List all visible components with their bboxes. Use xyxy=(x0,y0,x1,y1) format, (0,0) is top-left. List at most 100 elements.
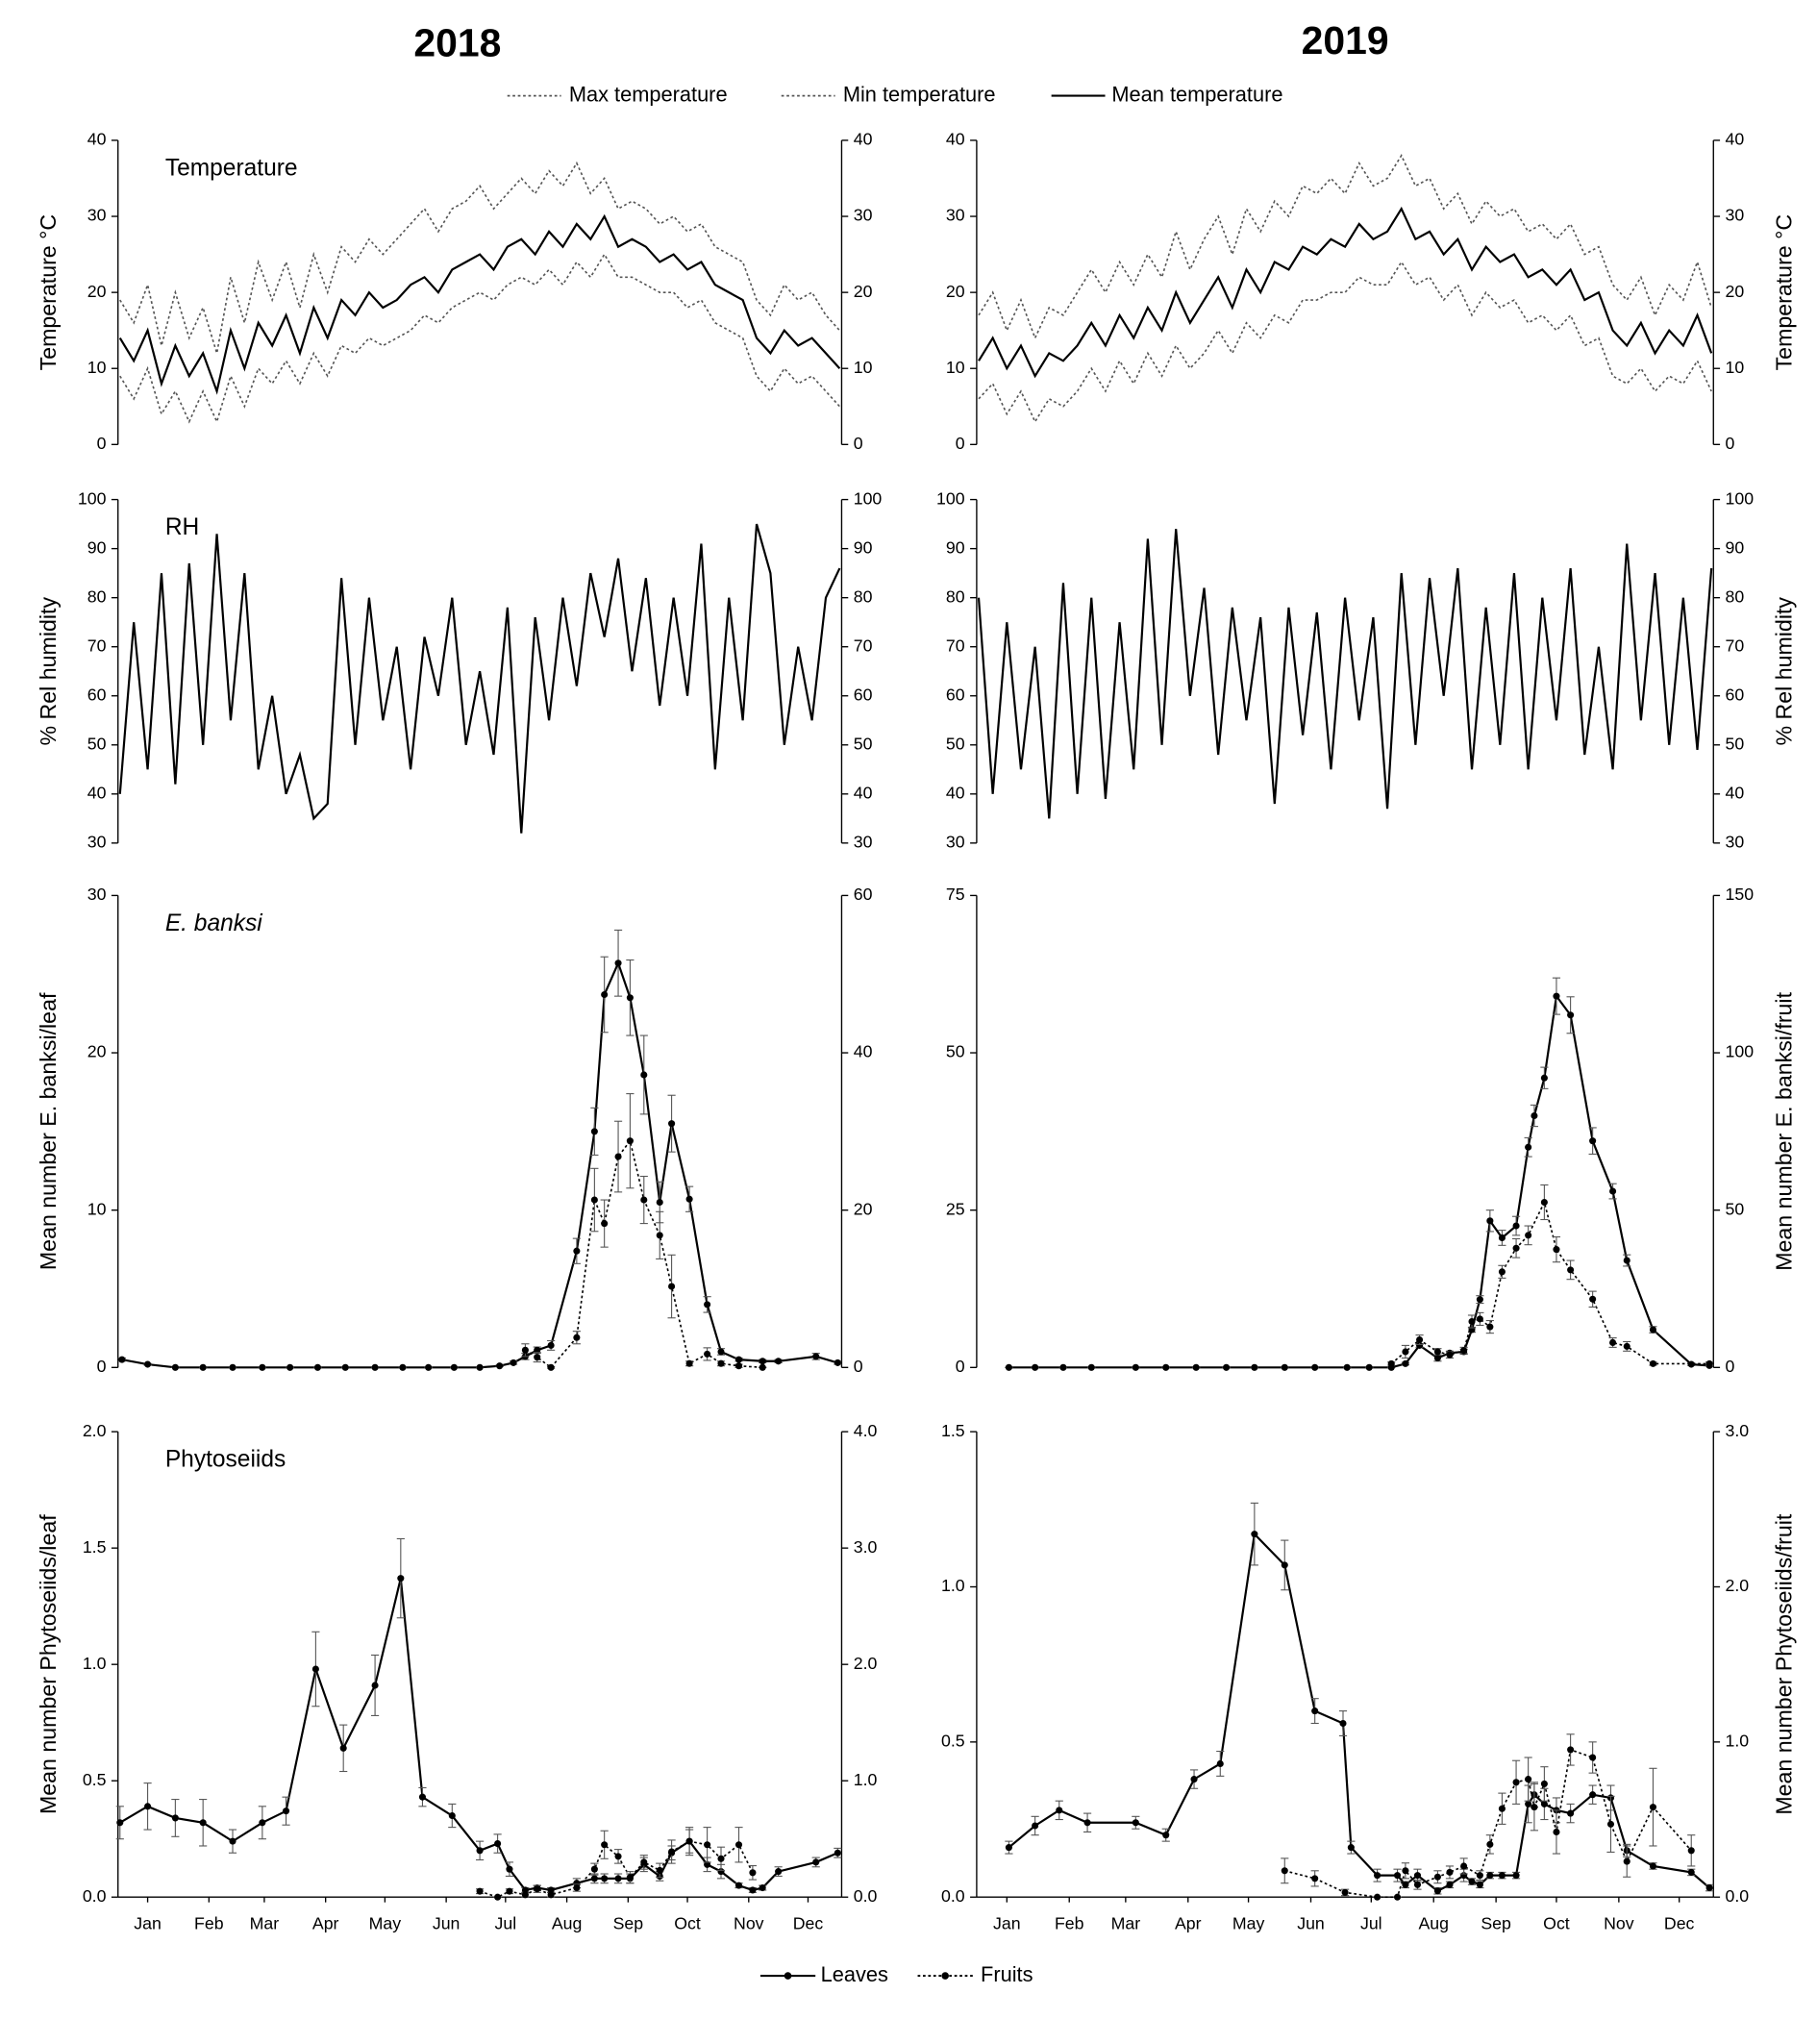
x-tick-label: Mar xyxy=(250,1914,280,1933)
data-point xyxy=(685,1195,693,1203)
data-point xyxy=(717,1855,725,1862)
data-point xyxy=(494,1840,502,1848)
data-point xyxy=(614,1875,622,1882)
y-tick-label: 50 xyxy=(87,734,107,753)
y-tick-label: 20 xyxy=(946,282,965,301)
panel-title: Phytoseiids xyxy=(165,1447,286,1473)
y2-tick-label: 40 xyxy=(1726,784,1745,803)
data-point xyxy=(1512,1779,1520,1786)
y2-tick-label: 70 xyxy=(854,636,873,655)
y-tick-label: 30 xyxy=(946,206,965,225)
legend-label: Max temperature xyxy=(569,82,728,106)
data-point xyxy=(640,1196,648,1204)
data-point xyxy=(1251,1363,1258,1371)
x-tick-label: Mar xyxy=(1111,1914,1141,1933)
data-point xyxy=(626,1874,634,1882)
data-point xyxy=(1223,1363,1231,1371)
y-tick-label: 10 xyxy=(946,358,965,377)
y-tick-label: 70 xyxy=(946,636,965,655)
data-point xyxy=(614,1853,622,1860)
data-point xyxy=(1311,1707,1319,1715)
data-point xyxy=(371,1682,379,1689)
data-point xyxy=(834,1849,841,1857)
y-tick-label: 30 xyxy=(87,206,107,225)
y2-tick-label: 100 xyxy=(1726,1042,1755,1061)
data-point xyxy=(1486,1872,1494,1880)
data-point xyxy=(1705,1884,1713,1892)
y-tick-label: 100 xyxy=(78,488,107,508)
data-point xyxy=(685,1359,693,1367)
y-tick-label: 60 xyxy=(87,685,107,704)
y-tick-label: 80 xyxy=(87,586,107,606)
x-tick-label: Jan xyxy=(134,1914,162,1933)
panel-title: E. banksi xyxy=(165,910,262,936)
data-point xyxy=(118,1356,126,1363)
y-tick-label: 75 xyxy=(946,885,965,904)
y2-tick-label: 60 xyxy=(1726,685,1745,704)
data-point xyxy=(1498,1268,1506,1276)
y2-tick-label: 1.0 xyxy=(1726,1732,1750,1751)
y2-tick-label: 80 xyxy=(1726,586,1745,606)
data-point xyxy=(1525,1800,1532,1807)
data-point xyxy=(1649,1359,1657,1367)
x-tick-label: Feb xyxy=(1055,1914,1084,1933)
data-point xyxy=(341,1363,349,1371)
data-point xyxy=(614,1153,622,1160)
y-tick-label: 1.0 xyxy=(83,1654,107,1673)
x-tick-label: Nov xyxy=(1604,1914,1634,1933)
x-tick-label: Dec xyxy=(1664,1914,1695,1933)
y2-tick-label: 0.0 xyxy=(1726,1886,1750,1906)
y2-tick-label: 2.0 xyxy=(854,1654,878,1673)
data-point xyxy=(775,1358,783,1365)
data-point xyxy=(1251,1531,1258,1538)
data-point xyxy=(1374,1893,1381,1901)
data-point xyxy=(1649,1326,1657,1334)
series-line xyxy=(978,154,1712,340)
data-point xyxy=(1476,1296,1483,1304)
data-point xyxy=(1374,1872,1381,1880)
series-line xyxy=(978,206,1713,379)
data-point xyxy=(1132,1363,1139,1371)
y-tick-label: 0 xyxy=(97,434,107,453)
data-point xyxy=(601,1220,609,1228)
x-tick-label: Jun xyxy=(1297,1914,1325,1933)
data-point xyxy=(668,1283,676,1290)
series-line xyxy=(119,161,841,354)
data-point xyxy=(1512,1222,1520,1230)
data-point xyxy=(1512,1244,1520,1252)
x-tick-label: Feb xyxy=(194,1914,224,1933)
data-point xyxy=(601,1875,609,1882)
data-point xyxy=(547,1363,555,1371)
data-point xyxy=(476,1363,484,1371)
y2-tick-label: 0 xyxy=(854,434,863,453)
panel: 0 10 20 30 40 0 10 20 30 40 Temperature Temperature… xyxy=(36,130,873,453)
data-point xyxy=(656,1232,663,1239)
data-point xyxy=(1192,1363,1200,1371)
data-point xyxy=(1589,1754,1597,1761)
data-point xyxy=(1032,1822,1039,1830)
data-point xyxy=(1525,1143,1532,1151)
data-point xyxy=(1311,1363,1319,1371)
data-point xyxy=(1132,1819,1139,1827)
data-point xyxy=(601,990,609,999)
data-point xyxy=(418,1793,426,1801)
data-point xyxy=(734,1356,743,1363)
data-point xyxy=(259,1819,266,1827)
data-point xyxy=(521,1346,529,1354)
data-point xyxy=(1531,1804,1538,1811)
data-point xyxy=(1416,1335,1424,1344)
y2-tick-label: 40 xyxy=(854,784,873,803)
data-point xyxy=(1623,1342,1630,1350)
data-point xyxy=(812,1858,820,1866)
data-point xyxy=(1413,1881,1422,1888)
data-point xyxy=(1649,1862,1657,1870)
data-point xyxy=(1476,1872,1483,1880)
data-point xyxy=(199,1363,207,1371)
data-point xyxy=(1567,1266,1575,1274)
y-tick-label: 0 xyxy=(956,434,965,453)
data-point xyxy=(1365,1363,1373,1371)
data-point xyxy=(704,1841,711,1849)
data-point xyxy=(1567,1011,1575,1019)
y-tick-label: 30 xyxy=(87,885,107,904)
